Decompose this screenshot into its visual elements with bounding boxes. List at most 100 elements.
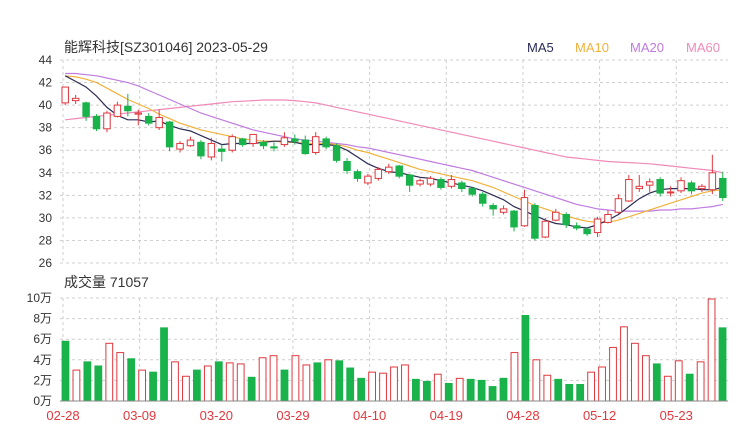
candle-body <box>228 136 236 151</box>
volume-bar <box>390 366 398 402</box>
legend-item: MA60 <box>686 40 720 55</box>
candle-body <box>719 177 727 199</box>
candle-body <box>343 161 351 172</box>
candle-body <box>562 214 570 226</box>
ma5-line <box>64 75 723 229</box>
date-tick-label: 04-19 <box>430 408 463 423</box>
volume-bar <box>214 361 223 402</box>
volume-bar <box>499 377 508 402</box>
candle-body <box>458 182 466 190</box>
volume-bar <box>302 364 311 402</box>
volume-bar <box>696 361 705 402</box>
candle-body <box>583 228 591 235</box>
candle-body <box>322 138 330 148</box>
candle-body <box>165 121 174 148</box>
volume-bar <box>313 362 322 402</box>
candle-body <box>645 181 654 186</box>
price-tick-label: 40 <box>39 98 53 112</box>
ma10-line <box>65 75 723 223</box>
candle-body <box>520 197 529 227</box>
legend-item: MA20 <box>630 40 664 55</box>
candle-body <box>385 166 393 173</box>
volume-bar <box>707 298 716 402</box>
volume-tick-label: 0万 <box>33 394 52 408</box>
candle-body <box>176 142 184 150</box>
candle-body <box>134 112 143 115</box>
candle-body <box>71 97 80 102</box>
candle-body <box>291 138 299 142</box>
price-tick-label: 38 <box>39 121 53 135</box>
volume-bar <box>718 327 727 402</box>
volume-bar <box>543 374 552 402</box>
date-tick-label: 05-12 <box>583 408 616 423</box>
chart-title: 能辉科技[SZ301046] 2023-05-29 <box>64 39 268 55</box>
candle-body <box>625 179 633 202</box>
volume-bar <box>444 382 453 402</box>
volume-bar <box>455 377 464 402</box>
candle-body <box>698 185 706 190</box>
volume-bar <box>488 386 497 402</box>
volume-bar <box>160 327 168 402</box>
candle-body <box>552 211 560 221</box>
volume-bar <box>335 360 344 402</box>
candle-body <box>604 214 612 223</box>
candle-body <box>332 145 341 161</box>
candle-body <box>218 148 226 152</box>
candle-body <box>708 172 717 191</box>
volume-tick-label: 6万 <box>33 332 52 346</box>
price-tick-label: 32 <box>39 188 53 202</box>
volume-bar <box>466 378 475 402</box>
candle-body <box>92 115 101 130</box>
volume-bar <box>674 360 683 402</box>
price-tick-label: 34 <box>39 166 53 180</box>
volume-bar <box>105 342 114 402</box>
volume-bar <box>510 352 519 402</box>
volume-bar <box>346 367 355 402</box>
volume-bar <box>357 377 366 402</box>
candle-body <box>124 105 132 112</box>
date-tick-label: 04-10 <box>353 408 386 423</box>
candle-body <box>238 138 247 146</box>
candle-body <box>541 220 550 238</box>
candle-body <box>614 198 623 213</box>
price-tick-label: 26 <box>39 256 53 270</box>
volume-bar <box>324 359 333 402</box>
candle-body <box>364 175 372 184</box>
volume-bar <box>631 342 639 402</box>
volume-tick-label: 4万 <box>33 353 52 367</box>
candle-body <box>197 141 205 157</box>
price-tick-label: 36 <box>39 143 53 157</box>
volume-bar <box>368 371 376 402</box>
candle-body <box>677 180 685 192</box>
candle-body <box>656 179 664 194</box>
candle-body <box>249 133 257 144</box>
candle-body <box>687 182 696 192</box>
volume-bar <box>192 369 201 402</box>
candle-body <box>531 204 539 239</box>
legend: MA5 MA10 MA20 MA60 <box>527 40 720 55</box>
volume-bar <box>576 384 585 402</box>
candle-body <box>468 188 477 195</box>
candle-body <box>259 141 268 147</box>
volume-bar <box>127 358 136 402</box>
candle-body <box>61 86 69 104</box>
candle-body <box>103 112 111 130</box>
legend-item: MA10 <box>575 40 609 55</box>
volume-bar <box>182 375 190 402</box>
volume-bar <box>565 384 574 402</box>
candle-body <box>635 185 644 190</box>
candle-body <box>489 204 497 210</box>
date-tick-label: 04-28 <box>506 408 539 423</box>
candle-body <box>437 179 445 188</box>
price-tick-label: 42 <box>39 76 53 90</box>
candle-body <box>510 210 518 228</box>
price-tick-label: 44 <box>39 53 53 67</box>
volume-bar <box>203 365 212 402</box>
volume-bar <box>269 355 278 402</box>
legend-item: MA5 <box>527 40 554 55</box>
volume-bar <box>663 375 672 402</box>
volume-bar <box>236 363 245 402</box>
candle-body <box>270 146 278 149</box>
volume-tick-label: 2万 <box>33 373 52 387</box>
